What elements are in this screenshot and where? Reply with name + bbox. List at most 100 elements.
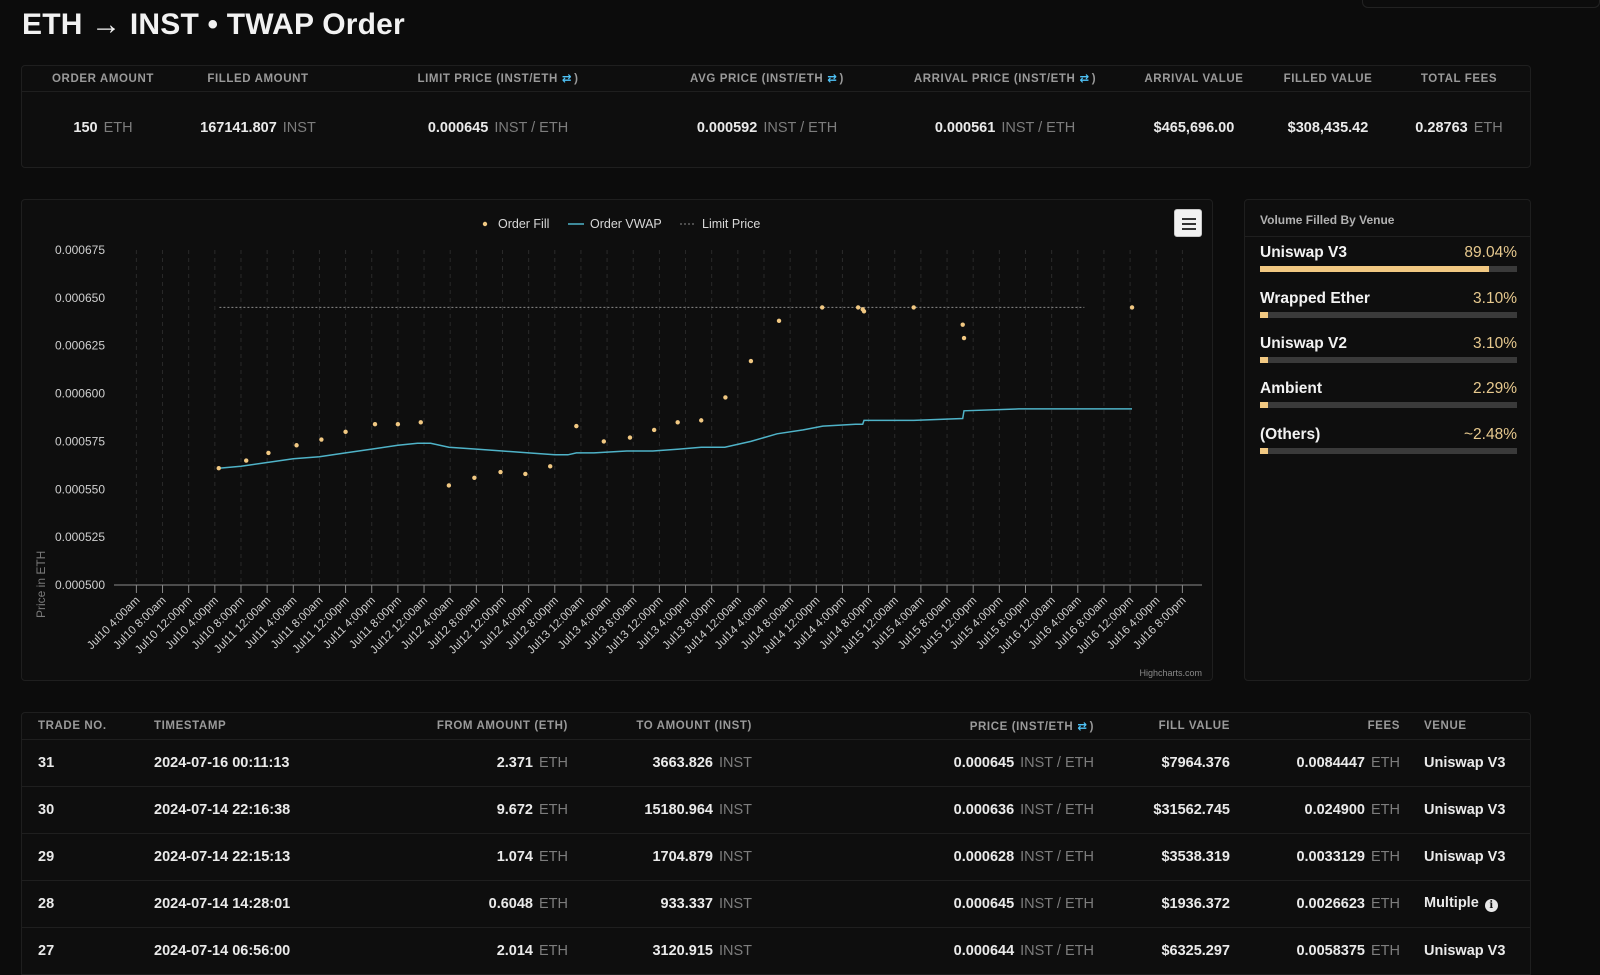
- legend-order-vwap[interactable]: Order VWAP: [590, 217, 662, 231]
- order-fill-point[interactable]: [523, 471, 528, 477]
- top-corner-tab: [1362, 0, 1600, 8]
- order-fill-point[interactable]: [627, 435, 633, 440]
- trade-fill-value: $31562.745: [1102, 786, 1238, 834]
- table-row[interactable]: 27 2024-07-14 06:56:00 2.014 ETH 3120.915 INS…: [22, 927, 1530, 975]
- order-fill-point[interactable]: [372, 422, 378, 427]
- trade-to-amount: 1704.879 INST: [576, 833, 760, 881]
- order-fill-point[interactable]: [651, 427, 657, 433]
- order-fill-point[interactable]: [418, 420, 423, 425]
- venue-bar-track: [1260, 357, 1517, 363]
- trade-fill-value: $7964.376: [1102, 739, 1238, 787]
- order-fill-point[interactable]: [723, 395, 728, 400]
- y-axis: 0.000500 0.000525 0.000550 0.000575 0.000600…: [55, 243, 105, 592]
- col-venue[interactable]: VENUE: [1408, 713, 1530, 740]
- highcharts-credit-link[interactable]: Highcharts.com: [1139, 668, 1202, 678]
- trade-from-amount: 9.672 ETH: [366, 786, 576, 834]
- summary-order-amount: ORDER AMOUNT 150 ETH: [52, 73, 154, 136]
- legend-order-fill[interactable]: Order Fill: [498, 217, 549, 231]
- swap-icon[interactable]: ⇄: [827, 73, 838, 85]
- y-tick-label: 0.000550: [55, 482, 105, 496]
- venue-name: (Others): [1260, 426, 1321, 443]
- summary-value: 0.28763: [1415, 120, 1468, 136]
- chart-grid: [135, 250, 1183, 585]
- order-fill-point[interactable]: [216, 466, 221, 471]
- trade-timestamp: 2024-07-14 22:15:13: [146, 833, 366, 881]
- trade-from-amount: 1.074 ETH: [366, 833, 576, 881]
- col-price[interactable]: PRICE (INST/ETH ⇄): [760, 713, 1102, 740]
- info-icon[interactable]: i: [1484, 899, 1498, 912]
- summary-avg-price: AVG PRICE (INST/ETH ⇄) 0.000592 INST / ETH: [690, 73, 844, 136]
- trade-price: 0.000645 INST / ETH: [760, 739, 1102, 787]
- y-axis-title: Price in ETH: [34, 551, 48, 618]
- trades-table-panel: TRADE NO. TIMESTAMP FROM AMOUNT (ETH) TO…: [21, 712, 1531, 975]
- order-fill-point[interactable]: [343, 429, 348, 435]
- order-fill-point[interactable]: [911, 305, 916, 310]
- summary-value: $308,435.42: [1287, 120, 1369, 136]
- summary-filled-value: FILLED VALUE $308,435.42: [1283, 73, 1373, 136]
- col-timestamp[interactable]: TIMESTAMP: [146, 713, 366, 740]
- col-trade-no[interactable]: TRADE NO.: [22, 713, 146, 740]
- order-fill-point[interactable]: [266, 450, 271, 456]
- vwap-series-line: [218, 408, 1132, 469]
- order-fill-point[interactable]: [472, 475, 477, 480]
- order-fill-point[interactable]: [548, 464, 553, 469]
- swap-icon[interactable]: ⇄: [1079, 73, 1090, 85]
- venue-name: Uniswap V2: [1260, 335, 1347, 352]
- order-fill-point[interactable]: [1129, 305, 1135, 310]
- legend-limit-price[interactable]: Limit Price: [702, 217, 760, 231]
- table-row[interactable]: 28 2024-07-14 14:28:01 0.6048 ETH 933.337 INS…: [22, 880, 1530, 928]
- order-fill-point[interactable]: [699, 418, 704, 423]
- chart-menu-button[interactable]: [1174, 209, 1202, 237]
- order-fill-point[interactable]: [498, 469, 503, 475]
- table-row[interactable]: 30 2024-07-14 22:16:38 9.672 ETH 15180.964 IN…: [22, 786, 1530, 834]
- order-fill-point[interactable]: [294, 443, 299, 448]
- order-fill-point[interactable]: [960, 322, 965, 327]
- trade-timestamp: 2024-07-14 22:16:38: [146, 786, 366, 834]
- price-chart[interactable]: Order Fill Order VWAP Limit Price Price …: [22, 200, 1214, 682]
- summary-arrival-value: ARRIVAL VALUE $465,696.00: [1144, 73, 1244, 136]
- y-tick-label: 0.000650: [55, 291, 105, 305]
- swap-icon[interactable]: ⇄: [561, 73, 573, 85]
- order-fill-point[interactable]: [319, 437, 324, 442]
- summary-arrival-price: ARRIVAL PRICE (INST/ETH ⇄) 0.000561 INST /…: [913, 73, 1097, 136]
- trade-to-amount: 15180.964 INST: [576, 786, 760, 834]
- trade-venue: Uniswap V3: [1408, 739, 1530, 787]
- order-fill-point[interactable]: [395, 422, 401, 427]
- summary-value: 167141.807: [200, 120, 277, 136]
- table-row[interactable]: 29 2024-07-14 22:15:13 1.074 ETH 1704.879 INS…: [22, 833, 1530, 881]
- order-fill-point[interactable]: [675, 420, 680, 425]
- trade-price: 0.000628 INST / ETH: [760, 833, 1102, 881]
- col-fees[interactable]: FEES: [1238, 713, 1408, 740]
- summary-value: 150: [73, 120, 98, 136]
- col-fill-value[interactable]: FILL VALUE: [1102, 713, 1238, 740]
- col-to-amount[interactable]: TO AMOUNT (INST): [576, 713, 760, 740]
- order-fill-point[interactable]: [776, 318, 782, 324]
- venue-bar-fill: [1260, 448, 1269, 454]
- order-fill-point[interactable]: [574, 423, 579, 429]
- venue-volume-panel: Volume Filled By Venue Uniswap V3 89.04% W…: [1244, 199, 1531, 681]
- order-fill-point[interactable]: [861, 309, 867, 314]
- summary-unit: INST: [282, 120, 316, 136]
- venue-bar-track: [1260, 312, 1517, 318]
- trade-price: 0.000636 INST / ETH: [760, 786, 1102, 834]
- table-row[interactable]: 31 2024-07-16 00:11:13 2.371 ETH 3663.826 INS…: [22, 739, 1530, 787]
- venue-percentage: 3.10%: [1473, 335, 1517, 352]
- summary-value: 0.000592: [696, 120, 758, 136]
- order-fill-point[interactable]: [601, 439, 607, 444]
- summary-unit: ETH: [1473, 120, 1503, 136]
- trade-fees: 0.0058375 ETH: [1238, 927, 1408, 975]
- plot-area: [216, 305, 1135, 488]
- order-fill-point[interactable]: [244, 458, 249, 463]
- trade-from-amount: 2.371 ETH: [366, 739, 576, 787]
- order-fill-point[interactable]: [748, 358, 754, 364]
- order-fill-point[interactable]: [961, 335, 967, 341]
- col-from-amount[interactable]: FROM AMOUNT (ETH): [366, 713, 576, 740]
- swap-icon[interactable]: ⇄: [1077, 720, 1088, 733]
- order-fill-point[interactable]: [819, 305, 825, 310]
- venue-bar-fill: [1260, 357, 1269, 363]
- chart-legend[interactable]: Order Fill Order VWAP Limit Price: [482, 217, 761, 231]
- order-fill-point[interactable]: [855, 305, 861, 310]
- y-tick-label: 0.000500: [55, 578, 105, 592]
- order-fill-point[interactable]: [446, 483, 452, 488]
- trade-no: 30: [22, 786, 146, 834]
